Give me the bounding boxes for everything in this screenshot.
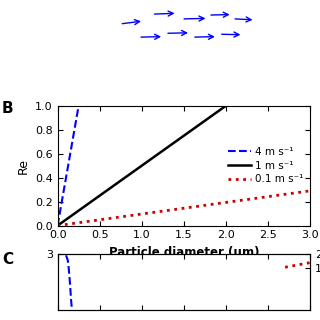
4 m s⁻¹ bbox=[229, 104, 233, 108]
Line: 0.1 m s⁻¹: 0.1 m s⁻¹ bbox=[58, 191, 310, 226]
0.1 m s⁻¹ bbox=[167, 208, 171, 212]
4 m s⁻¹ bbox=[258, 104, 261, 108]
0.1 m s⁻¹ bbox=[82, 220, 85, 224]
1 m s⁻¹ bbox=[224, 104, 228, 108]
4 m s⁻¹ bbox=[167, 104, 171, 108]
1 m s⁻¹ bbox=[82, 205, 85, 209]
X-axis label: Particle diameter (μm): Particle diameter (μm) bbox=[109, 246, 259, 259]
0.1 m s⁻¹ bbox=[229, 200, 233, 204]
4 m s⁻¹ bbox=[77, 104, 81, 108]
0.1 m s⁻¹ bbox=[158, 210, 162, 213]
4 m s⁻¹ bbox=[158, 104, 162, 108]
Text: C: C bbox=[2, 252, 13, 267]
1 m s⁻¹ bbox=[158, 151, 162, 155]
1 m s⁻¹ bbox=[258, 104, 261, 108]
4 m s⁻¹ bbox=[308, 104, 312, 108]
1 m s⁻¹ bbox=[253, 104, 257, 108]
1 m s⁻¹ bbox=[308, 104, 312, 108]
1 m s⁻¹ bbox=[229, 104, 233, 108]
0.1 m s⁻¹ bbox=[308, 189, 312, 193]
Line: 4 m s⁻¹: 4 m s⁻¹ bbox=[58, 106, 310, 226]
0.1 m s⁻¹ bbox=[253, 196, 257, 200]
1 m s⁻¹ bbox=[56, 224, 60, 228]
Legend: 4 m s⁻¹, 1 m s⁻¹, 0.1 m s⁻¹: 4 m s⁻¹, 1 m s⁻¹, 0.1 m s⁻¹ bbox=[226, 145, 305, 186]
0.1 m s⁻¹ bbox=[56, 224, 60, 228]
4 m s⁻¹ bbox=[253, 104, 257, 108]
Text: B: B bbox=[2, 101, 14, 116]
4 m s⁻¹ bbox=[56, 224, 60, 228]
Line: 1 m s⁻¹: 1 m s⁻¹ bbox=[58, 106, 310, 226]
Y-axis label: Re: Re bbox=[16, 158, 29, 173]
0.1 m s⁻¹ bbox=[257, 196, 261, 200]
1 m s⁻¹ bbox=[167, 144, 171, 148]
4 m s⁻¹ bbox=[82, 104, 85, 108]
